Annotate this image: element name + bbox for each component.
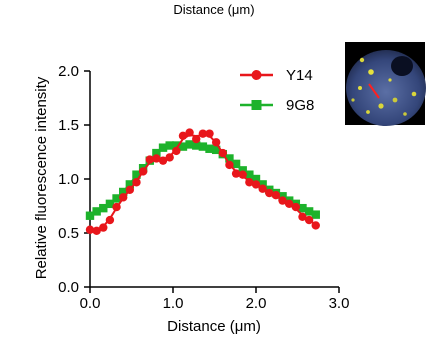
point-9g8 [165,141,174,150]
point-y14 [132,178,141,187]
point-9g8 [119,187,128,197]
point-9g8 [205,144,214,153]
point-y14 [271,191,281,200]
point-y14 [192,134,201,144]
point-y14 [211,138,221,147]
point-y14 [245,178,254,187]
x-tick-label: 1.0 [163,295,184,312]
point-9g8 [238,166,247,175]
point-9g8 [178,142,188,151]
point-y14 [258,184,267,193]
x-tick-label: 0.0 [80,295,101,312]
x-axis-label: Distance (μm) [167,318,261,335]
point-9g8 [99,203,108,213]
legend-marker-y14 [251,70,262,80]
point-y14 [92,226,101,236]
point-y14 [291,202,301,212]
point-9g8 [258,180,267,189]
inset-micrograph [345,42,426,126]
point-9g8 [158,143,168,152]
point-y14 [198,129,208,138]
point-9g8 [225,154,234,163]
point-y14 [125,185,135,194]
point-9g8 [85,211,95,220]
point-y14 [238,170,247,179]
point-y14 [185,128,194,137]
point-9g8 [311,210,320,219]
point-y14 [99,223,108,232]
y-tick-label: 0.0 [58,279,79,296]
point-9g8 [251,174,261,184]
point-y14 [205,129,214,138]
point-y14 [112,202,121,212]
point-y14 [158,156,168,165]
point-9g8 [112,194,121,203]
plot-area: 0.0 0.5 1.0 1.5 2.0 0.0 1.0 2.0 3.0 [58,63,349,312]
point-y14 [298,212,307,221]
point-y14 [265,188,274,198]
point-9g8 [211,145,221,155]
point-y14 [311,221,320,230]
point-9g8 [298,203,307,213]
point-y14 [145,155,154,164]
point-9g8 [172,141,181,150]
point-y14 [218,148,227,158]
point-9g8 [231,159,241,169]
point-9g8 [198,142,208,151]
point-9g8 [125,180,135,189]
point-y14 [85,225,95,234]
legend-label-9g8: 9G8 [286,97,314,114]
y-tick-label: 2.0 [58,63,79,80]
point-y14 [105,215,115,225]
y-tick-label: 0.5 [58,225,79,242]
top-title: Distance (μm) [173,2,254,17]
point-9g8 [152,148,161,158]
point-y14 [304,215,314,225]
x-tick-label: 2.0 [246,295,267,312]
point-9g8 [192,141,201,150]
point-y14 [285,199,294,209]
point-y14 [119,193,128,202]
point-y14 [152,154,161,163]
point-9g8 [105,199,115,209]
y-tick-label: 1.5 [58,117,79,134]
y-tick-label: 1.0 [58,171,79,188]
point-y14 [231,169,241,178]
point-9g8 [304,207,314,216]
point-9g8 [185,140,194,149]
legend-marker-9g8 [251,100,262,110]
point-y14 [178,131,188,140]
point-y14 [251,180,261,189]
point-9g8 [92,207,101,216]
point-y14 [172,146,181,156]
point-y14 [225,160,234,170]
point-y14 [278,196,287,205]
point-9g8 [245,170,254,179]
legend: Y14 9G8 [240,67,314,114]
point-y14 [138,167,148,176]
legend-label-y14: Y14 [286,67,313,84]
point-y14 [165,153,174,162]
point-9g8 [132,170,141,179]
point-9g8 [278,192,287,201]
x-tick-label: 3.0 [329,295,350,312]
y-axis-label: Relative fluorescence intensity [33,76,50,279]
